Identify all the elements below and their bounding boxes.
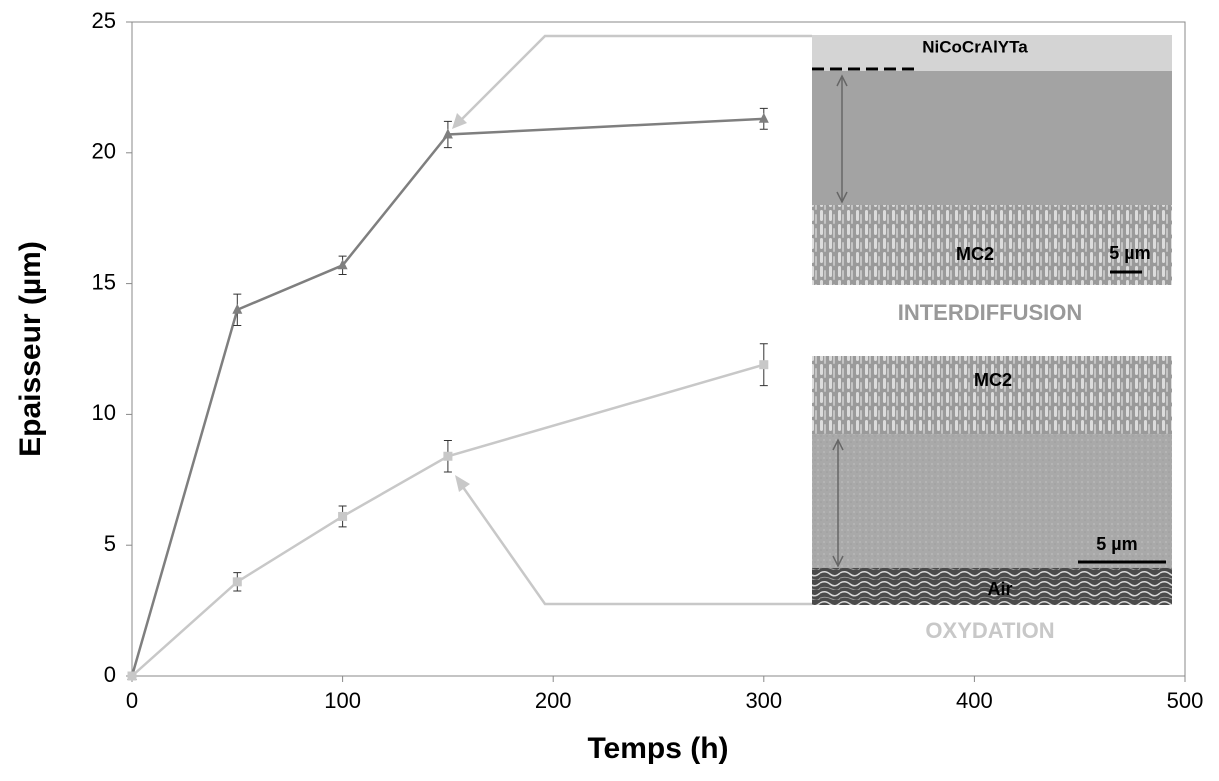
marker bbox=[232, 577, 242, 587]
inset-label: MC2 bbox=[956, 244, 994, 264]
inset-label: Air bbox=[987, 579, 1012, 599]
marker bbox=[232, 303, 243, 314]
pointer-arrow-head bbox=[455, 475, 470, 492]
marker bbox=[337, 259, 348, 270]
inset-label: MC2 bbox=[974, 370, 1012, 390]
y-axis-title: Epaisseur (µm) bbox=[14, 241, 47, 457]
thickness-arrow-heads bbox=[832, 438, 844, 568]
plot-frame bbox=[131, 21, 1186, 677]
inset-air bbox=[812, 568, 1172, 605]
x-tick-label: 400 bbox=[956, 688, 993, 713]
pointer-arrow bbox=[456, 34, 812, 125]
y-tick-label: 25 bbox=[92, 8, 116, 33]
y-tick-label: 10 bbox=[92, 400, 116, 425]
insets bbox=[452, 34, 1172, 606]
marker bbox=[338, 511, 348, 521]
inset-label: 5 µm bbox=[1109, 243, 1150, 263]
x-tick-label: 0 bbox=[126, 688, 138, 713]
marker bbox=[442, 128, 453, 139]
y-tick-label: 0 bbox=[104, 662, 116, 687]
series-label: INTERDIFFUSION bbox=[898, 300, 1083, 325]
y-tick-label: 5 bbox=[104, 531, 116, 556]
inset-label: 5 µm bbox=[1096, 534, 1137, 554]
inset-oxide-zone bbox=[812, 434, 1172, 568]
marker bbox=[443, 451, 453, 461]
pointer-arrow-head bbox=[452, 113, 467, 129]
series-label: OXYDATION bbox=[925, 618, 1054, 643]
marker bbox=[759, 360, 769, 370]
x-axis-title: Temps (h) bbox=[587, 732, 728, 765]
inset-coating bbox=[812, 35, 1172, 71]
inset-interdiffusion-zone bbox=[812, 71, 1172, 205]
x-tick-label: 100 bbox=[324, 688, 361, 713]
marker bbox=[758, 112, 769, 123]
inset-substrate bbox=[812, 356, 1172, 434]
x-tick-label: 200 bbox=[535, 688, 572, 713]
series-line bbox=[131, 363, 765, 677]
inset-label: NiCoCrAlYTa bbox=[922, 37, 1028, 56]
x-tick-label: 300 bbox=[745, 688, 782, 713]
y-tick-label: 15 bbox=[92, 269, 116, 294]
pointer-arrow bbox=[456, 479, 812, 606]
y-tick-label: 20 bbox=[92, 139, 116, 164]
thickness-arrow-heads bbox=[836, 74, 848, 204]
marker bbox=[127, 671, 137, 681]
x-tick-label: 500 bbox=[1167, 688, 1204, 713]
